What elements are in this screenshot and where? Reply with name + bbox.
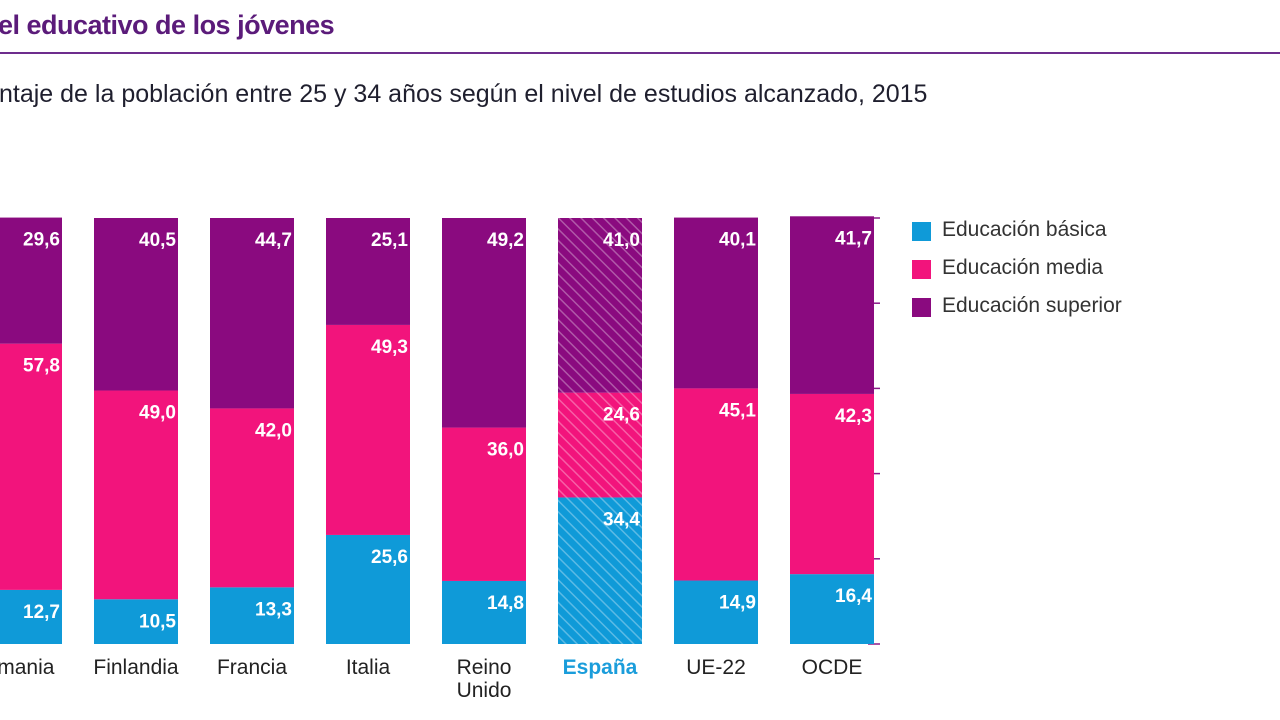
value-label-superior-emania: 29,6 [23,230,60,251]
bar-superior-italia [326,218,410,325]
category-label-ocde: OCDE [802,656,863,679]
bar-basica-reino-unido [442,580,526,644]
bar-hatch-media [558,392,642,498]
category-label-francia: Francia [217,656,287,679]
value-label-superior-ue-22: 40,1 [719,230,756,251]
value-label-media-españa: 24,6 [603,405,640,426]
legend-swatch-superior [912,298,931,317]
bar-media-ue-22 [674,388,758,581]
bar-media-reino-unido [442,427,526,581]
bar-media-emania [0,343,62,590]
bar-media-italia [326,324,410,535]
value-label-basica-francia: 13,3 [255,599,292,620]
category-label-españa: España [563,656,638,679]
value-label-basica-españa: 34,4 [603,509,640,530]
value-label-superior-francia: 44,7 [255,230,292,251]
bar-basica-italia [326,534,410,644]
category-label-reino-unido: Unido [457,679,512,702]
bar-media-finlandia [94,390,178,600]
legend-swatch-basica [912,222,931,241]
bar-media-francia [210,408,294,588]
value-label-media-ocde: 42,3 [835,406,872,427]
bar-basica-ocde [790,574,874,644]
value-label-basica-emania: 12,7 [23,602,60,623]
legend-swatch-media [912,260,931,279]
legend-label-media: Educación media [942,256,1104,279]
value-label-superior-reino-unido: 49,2 [487,230,524,251]
bar-hatch-basica [558,497,642,644]
value-label-superior-finlandia: 40,5 [139,230,176,251]
bar-basica-emania [0,589,62,644]
category-label-italia: Italia [346,656,391,679]
bar-media-ocde [790,393,874,575]
bar-superior-ue-22 [674,217,758,389]
bar-superior-ocde [790,216,874,394]
bar-basica-francia [210,587,294,644]
value-labels: 12,7 57,8 29,6 10,5 49,0 40,5 13,3 42,0 44,7 25,6… [23,228,872,632]
value-label-superior-ocde: 41,7 [835,228,872,249]
bar-basica-ue-22 [674,580,758,644]
bars [0,216,874,644]
value-label-basica-finlandia: 10,5 [139,611,176,632]
category-label-ue-22: UE-22 [686,656,746,679]
bar-superior-reino-unido [442,218,526,428]
chart-title: el educativo de los jóvenes [0,10,335,40]
value-label-media-ue-22: 45,1 [719,400,756,421]
value-label-media-reino-unido: 36,0 [487,440,524,461]
value-label-media-emania: 57,8 [23,356,60,377]
bar-basica-finlandia [94,599,178,644]
legend-label-basica: Educación básica [942,218,1107,241]
category-label-reino-unido: Reino [457,656,512,679]
value-label-superior-italia: 25,1 [371,230,408,251]
bar-superior-finlandia [94,218,178,391]
bar-superior-emania [0,217,62,344]
category-label-emania: emania [0,656,55,679]
category-label-finlandia: Finlandia [93,656,179,679]
bar-superior-francia [210,218,294,409]
value-label-basica-reino-unido: 14,8 [487,593,524,614]
chart-subtitle: ntaje de la población entre 25 y 34 años… [0,80,928,108]
value-label-basica-ue-22: 14,9 [719,593,756,614]
legend-label-superior: Educación superior [942,294,1122,317]
value-label-media-finlandia: 49,0 [139,403,176,424]
value-label-media-italia: 49,3 [371,337,408,358]
bar-hatch-superior [558,218,642,393]
value-label-media-francia: 42,0 [255,420,292,441]
value-label-superior-españa: 41,0 [603,230,640,251]
value-label-basica-italia: 25,6 [371,547,408,568]
title-divider [0,52,1280,54]
value-label-basica-ocde: 16,4 [835,586,872,607]
